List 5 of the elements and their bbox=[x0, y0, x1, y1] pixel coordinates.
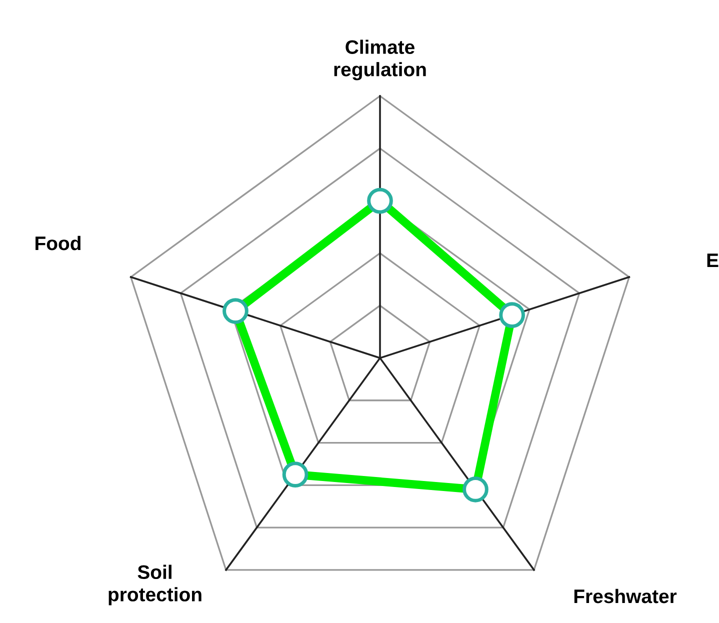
spoke-label: E bbox=[707, 254, 718, 268]
spoke-label: Soil protection bbox=[108, 564, 202, 606]
spoke-label: Freshwater bbox=[574, 588, 677, 604]
spoke-label: Food bbox=[36, 236, 80, 250]
spoke-label: Climate regulation bbox=[334, 40, 426, 80]
